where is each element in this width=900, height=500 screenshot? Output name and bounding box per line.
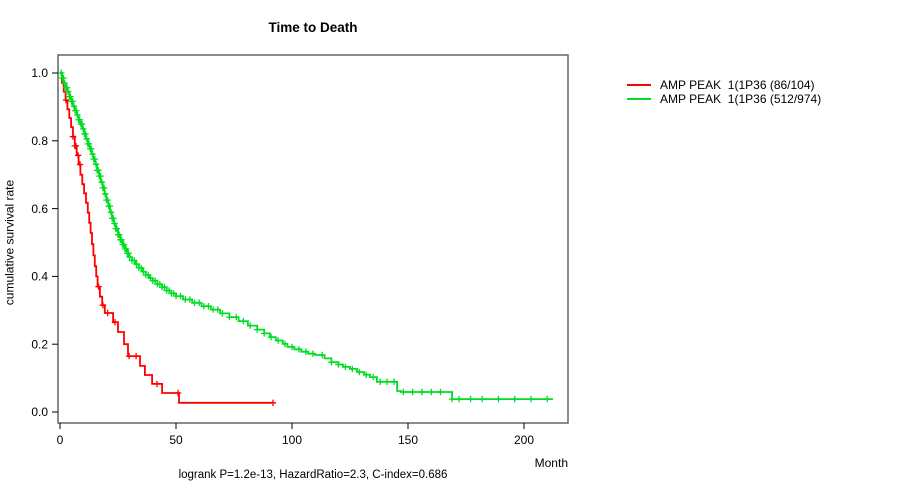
y-axis-label: cumulative survival rate bbox=[2, 179, 17, 306]
legend-item-red: AMP PEAK 1(1P36 (86/104) bbox=[627, 78, 821, 92]
x-axis-label: Month bbox=[534, 456, 568, 470]
legend-line-green bbox=[627, 97, 651, 101]
legend-line-red bbox=[627, 83, 651, 87]
legend-label-green: AMP PEAK 1(1P36 (512/974) bbox=[660, 92, 822, 106]
survival-curve-0 bbox=[60, 72, 273, 404]
plot-box bbox=[57, 54, 569, 424]
y-tick-label: 0.8 bbox=[31, 134, 48, 148]
censor-marks-1 bbox=[58, 69, 551, 403]
x-tick-label: 50 bbox=[169, 433, 183, 447]
legend-label-red: AMP PEAK 1(1P36 (86/104) bbox=[660, 78, 815, 92]
x-tick-label: 150 bbox=[398, 433, 418, 447]
censor-marks-0 bbox=[62, 96, 277, 406]
chart-title: Time to Death bbox=[268, 20, 358, 35]
x-tick-label: 100 bbox=[282, 433, 302, 447]
y-tick-label: 0.4 bbox=[31, 270, 48, 284]
y-tick-label: 0.2 bbox=[31, 337, 48, 351]
y-tick-label: 0.6 bbox=[31, 202, 48, 216]
x-tick-label: 0 bbox=[57, 433, 64, 447]
y-tick-label: 0.0 bbox=[31, 405, 48, 419]
y-tick-label: 1.0 bbox=[31, 66, 48, 80]
legend: AMP PEAK 1(1P36 (86/104) AMP PEAK 1(1P36… bbox=[627, 78, 821, 106]
legend-item-green: AMP PEAK 1(1P36 (512/974) bbox=[627, 92, 821, 106]
x-tick-label: 200 bbox=[514, 433, 534, 447]
stats-annotation: logrank P=1.2e-13, HazardRatio=2.3, C-in… bbox=[178, 469, 448, 481]
